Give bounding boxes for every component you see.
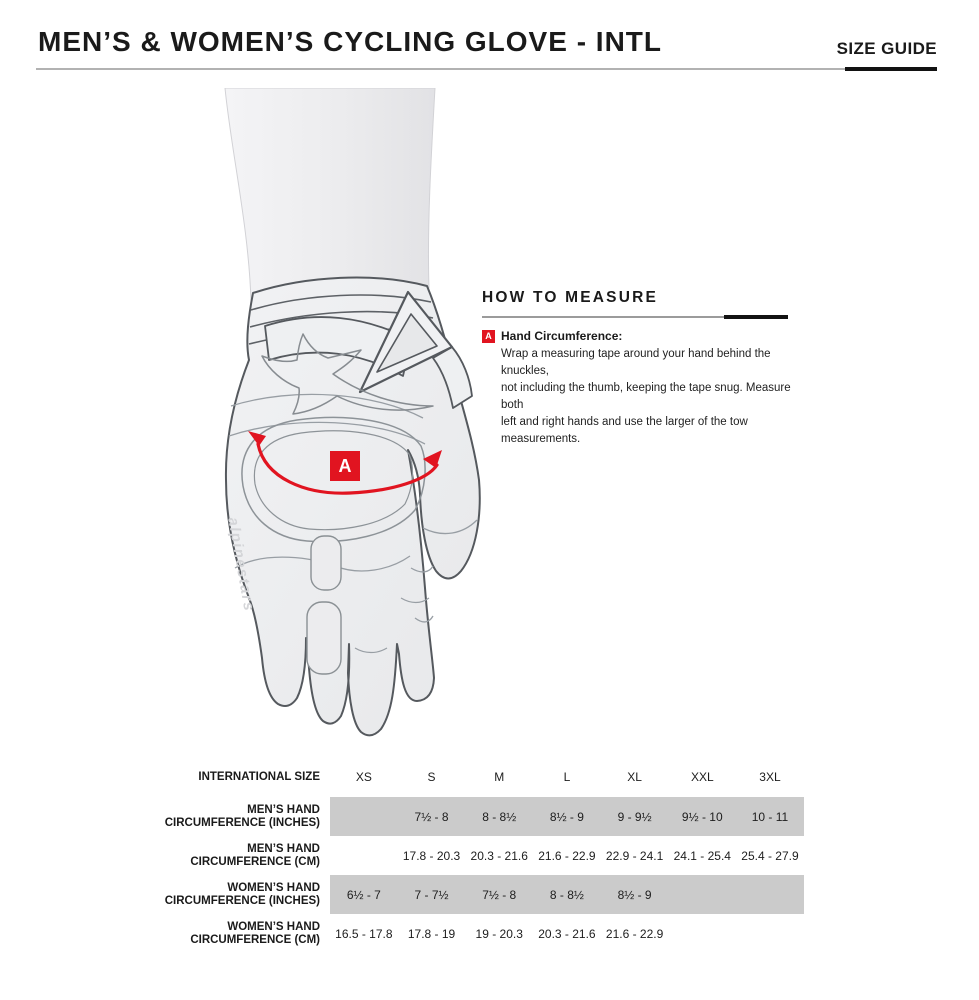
measurement-arrow-left bbox=[248, 431, 266, 446]
arm-shape bbox=[224, 88, 436, 303]
size-value-cell: 16.5 - 17.8 bbox=[335, 926, 393, 941]
size-guide-label: SIZE GUIDE bbox=[836, 39, 937, 58]
size-value-cell: 20.3 - 21.6 bbox=[538, 926, 596, 941]
marker-a-badge: A bbox=[330, 451, 360, 481]
size-column-header: XXL bbox=[690, 770, 714, 784]
size-value-cell: 21.6 - 22.9 bbox=[605, 926, 664, 941]
size-column-header: XL bbox=[627, 770, 642, 784]
size-value-cell: 7½ - 8 bbox=[482, 887, 517, 902]
page-title: MEN’S & WOMEN’S CYCLING GLOVE - INTL bbox=[38, 26, 662, 57]
how-to-measure-rule-accent bbox=[724, 315, 788, 319]
size-value-cell: 8½ - 9 bbox=[549, 809, 584, 824]
size-row-label: MEN’S HAND CIRCUMFERENCE (INCHES) bbox=[164, 803, 320, 829]
strap-tail bbox=[432, 346, 473, 409]
size-row-band: 6½ - 7 7 - 7½ 7½ - 8 8 - 8½ 8½ - 9 bbox=[330, 875, 804, 914]
measure-item-header: A Hand Circumference: bbox=[482, 329, 812, 343]
how-to-measure-heading: HOW TO MEASURE bbox=[482, 289, 659, 306]
size-value-cell: 8 - 8½ bbox=[482, 809, 517, 824]
size-row-label: WOMEN’S HAND CIRCUMFERENCE (CM) bbox=[190, 920, 320, 946]
size-table-row: MEN’S HAND CIRCUMFERENCE (CM) 17.8 - 20.3… bbox=[130, 836, 804, 875]
measurement-arc bbox=[248, 431, 442, 495]
glove-drawing bbox=[224, 88, 481, 737]
size-value-cell: 7½ - 8 bbox=[414, 809, 449, 824]
knuckle-pad bbox=[241, 416, 426, 543]
size-value-cell: 22.9 - 24.1 bbox=[605, 848, 664, 863]
size-row-label: WOMEN’S HAND CIRCUMFERENCE (INCHES) bbox=[164, 881, 320, 907]
size-table-header-row: INTERNATIONAL SIZE XS S M L XL XXL 3XL bbox=[130, 760, 804, 794]
size-table-row: MEN’S HAND CIRCUMFERENCE (INCHES) 7½ - 8 8… bbox=[130, 797, 804, 836]
size-value-cell: 8½ - 9 bbox=[617, 887, 652, 902]
size-table-row: WOMEN’S HAND CIRCUMFERENCE (INCHES) 6½ - … bbox=[130, 875, 804, 914]
size-value-cell: 21.6 - 22.9 bbox=[538, 848, 596, 863]
size-value-cell: 8 - 8½ bbox=[549, 887, 584, 902]
measurement-arrow-right bbox=[423, 450, 442, 468]
measure-marker-a-badge: A bbox=[482, 329, 495, 343]
size-row-band: 17.8 - 20.3 20.3 - 21.6 21.6 - 22.9 22.9 - … bbox=[330, 836, 804, 875]
size-value-cell: 17.8 - 20.3 bbox=[402, 848, 461, 863]
measure-item-description: Wrap a measuring tape around your hand b… bbox=[501, 348, 791, 445]
size-row-band: 16.5 - 17.8 17.8 - 19 19 - 20.3 20.3 - 21.6… bbox=[330, 914, 804, 953]
measure-item: A Hand Circumference: Wrap a measuring t… bbox=[482, 329, 812, 448]
size-column-header: S bbox=[427, 770, 436, 784]
size-value-cell: 9½ - 10 bbox=[681, 809, 723, 824]
size-value-cell: 25.4 - 27.9 bbox=[741, 848, 799, 863]
size-value-cell: 6½ - 7 bbox=[346, 887, 381, 902]
size-table-row: WOMEN’S HAND CIRCUMFERENCE (CM) 16.5 - 17… bbox=[130, 914, 804, 953]
size-column-header: M bbox=[494, 770, 505, 784]
header-rule-accent bbox=[845, 67, 937, 71]
strap-buckle bbox=[358, 290, 454, 394]
size-table-header-band: XS S M L XL XXL 3XL bbox=[330, 760, 804, 794]
size-column-header: L bbox=[563, 770, 571, 784]
measure-item-label: Hand Circumference: bbox=[501, 329, 623, 343]
glove-illustration: A alpinestars bbox=[165, 88, 505, 748]
hand-shape bbox=[224, 276, 481, 737]
size-column-header: XS bbox=[355, 770, 372, 784]
size-value-cell: 10 - 11 bbox=[751, 809, 789, 824]
size-table: INTERNATIONAL SIZE XS S M L XL XXL 3XL MEN’S HAN… bbox=[130, 760, 804, 953]
star-logo bbox=[261, 333, 434, 415]
size-table-header-label: INTERNATIONAL SIZE bbox=[198, 770, 320, 783]
size-value-cell: 9 - 9½ bbox=[617, 809, 652, 824]
size-value-cell: 24.1 - 25.4 bbox=[673, 848, 731, 863]
size-value-cell: 7 - 7½ bbox=[414, 887, 449, 902]
size-value-cell: 19 - 20.3 bbox=[475, 926, 523, 941]
size-row-band: 7½ - 8 8 - 8½ 8½ - 9 9 - 9½ 9½ - 10 10 - 11 bbox=[330, 797, 804, 836]
size-value-cell: 20.3 - 21.6 bbox=[470, 848, 528, 863]
header-rule bbox=[36, 67, 937, 71]
how-to-measure-rule bbox=[482, 315, 788, 319]
size-column-header: 3XL bbox=[759, 770, 781, 784]
finger-pads bbox=[306, 535, 342, 675]
size-value-cell: 17.8 - 19 bbox=[407, 926, 456, 941]
finger-seams bbox=[354, 597, 430, 654]
size-row-label: MEN’S HAND CIRCUMFERENCE (CM) bbox=[190, 842, 320, 868]
